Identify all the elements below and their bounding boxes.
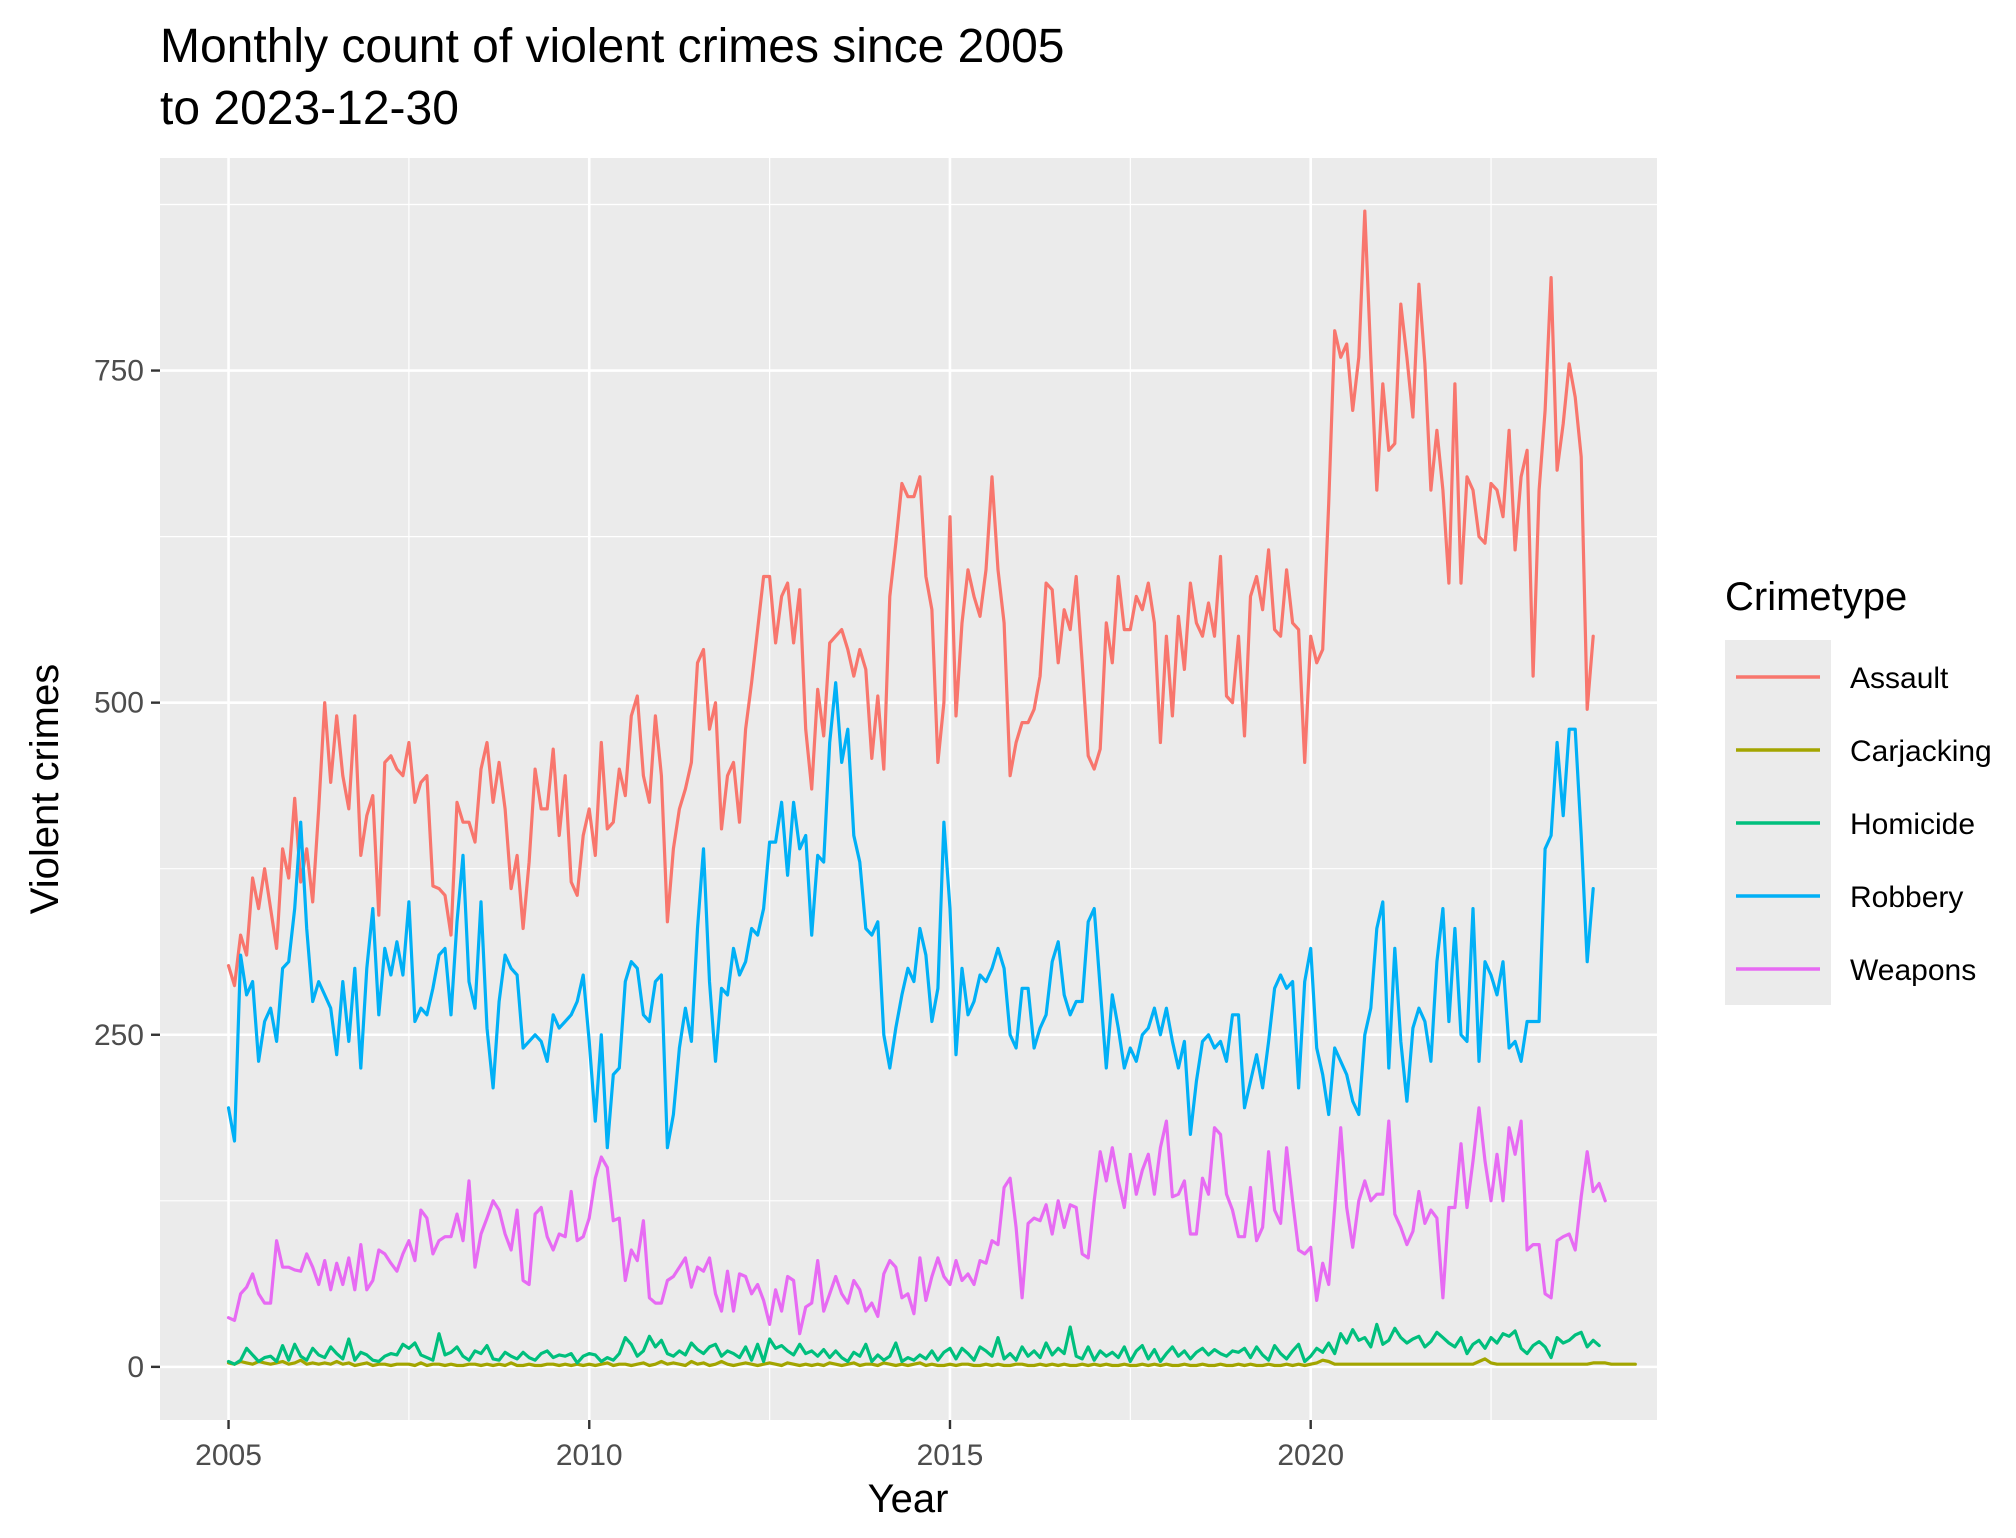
series-line-homicide	[226, 1322, 1601, 1366]
legend: Crimetype Assault Carjacking Homicide Robbe…	[1725, 575, 1992, 1005]
series-lines	[226, 209, 1637, 1368]
chart-title: Monthly count of violent crimes since 20…	[160, 20, 1064, 135]
grid-minor	[160, 158, 1657, 1420]
y-tick-label: 750	[94, 355, 144, 388]
series-line-robbery	[226, 681, 1595, 1150]
y-axis: 0 250 500 750	[94, 355, 160, 1384]
x-tick-label: 2020	[1277, 1439, 1344, 1472]
x-axis-title: Year	[868, 1477, 949, 1521]
legend-label-assault: Assault	[1850, 662, 1949, 695]
x-tick-label: 2010	[556, 1439, 623, 1472]
legend-label-carjacking: Carjacking	[1850, 735, 1992, 768]
y-axis-title: Violent crimes	[23, 664, 67, 914]
y-tick-label: 250	[94, 1019, 144, 1052]
series-line-weapons	[226, 1106, 1607, 1336]
y-tick-label: 0	[127, 1351, 144, 1384]
series-line-assault	[226, 209, 1595, 988]
legend-label-weapons: Weapons	[1850, 954, 1976, 987]
legend-label-homicide: Homicide	[1850, 808, 1975, 841]
x-tick-label: 2015	[917, 1439, 984, 1472]
legend-label-robbery: Robbery	[1850, 881, 1963, 914]
chart-title-line-1: Monthly count of violent crimes since 20…	[160, 20, 1064, 73]
x-tick-label: 2005	[195, 1439, 262, 1472]
series-line-carjacking	[226, 1357, 1637, 1368]
legend-title: Crimetype	[1725, 575, 1907, 619]
x-axis: 2005 2010 2015 2020	[195, 1420, 1344, 1472]
y-tick-label: 500	[94, 687, 144, 720]
chart-title-line-2: to 2023-12-30	[160, 82, 459, 135]
